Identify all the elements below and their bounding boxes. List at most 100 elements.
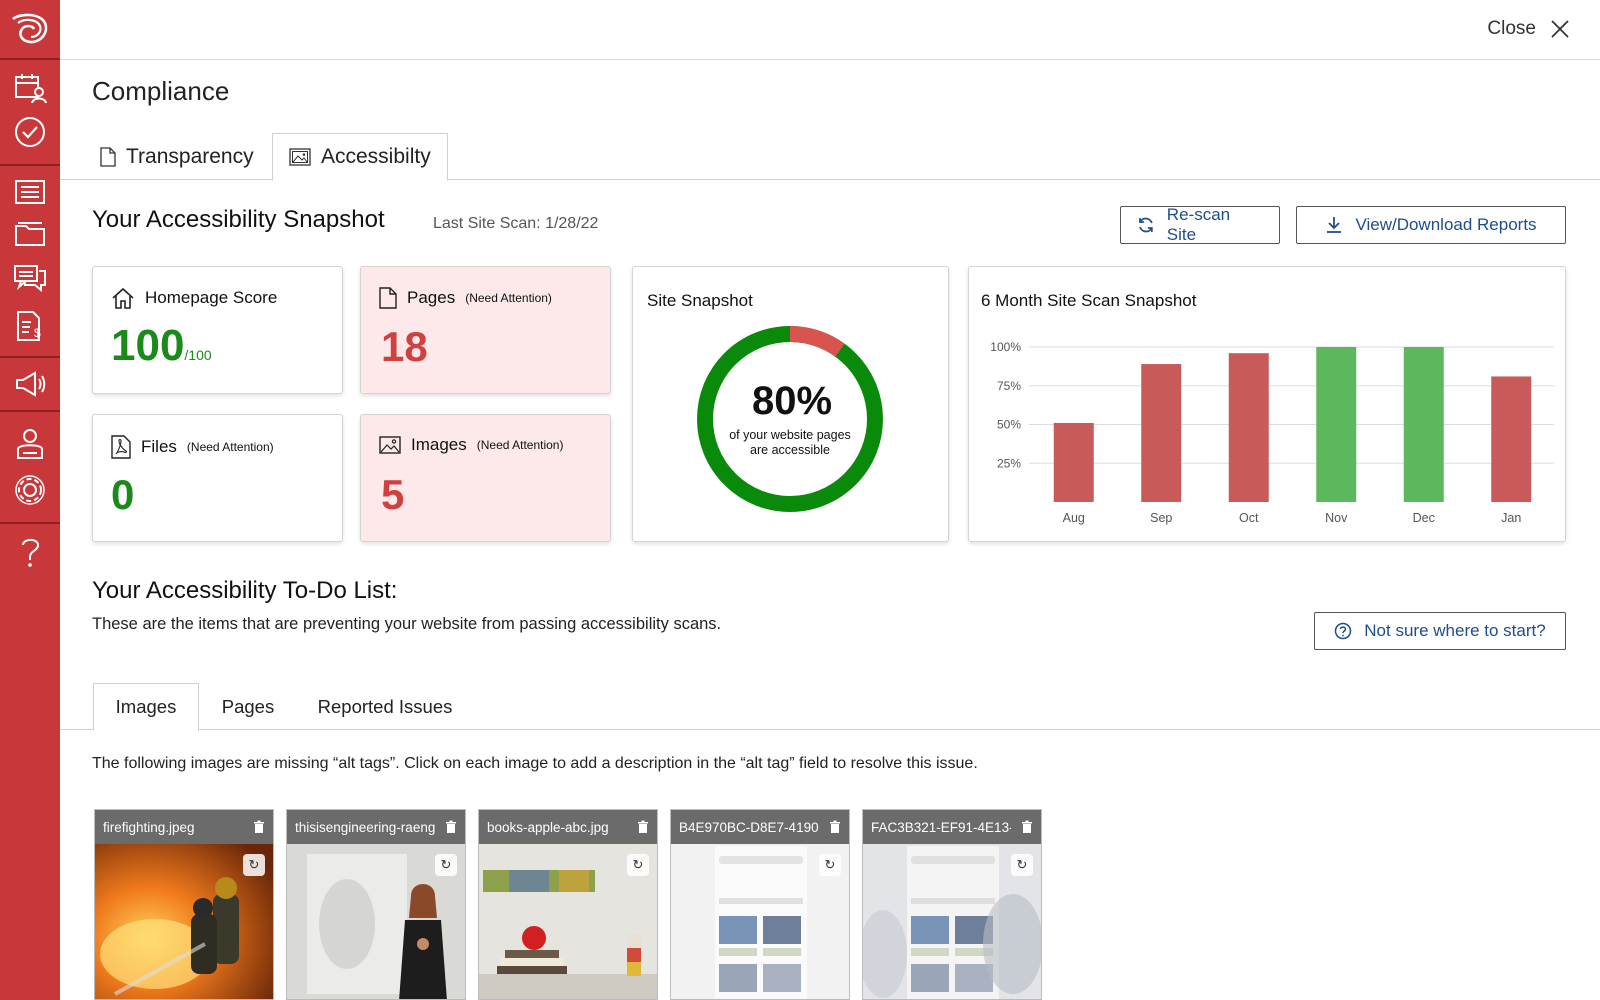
view-download-reports-button[interactable]: View/Download Reports (1296, 206, 1566, 244)
refresh-icon[interactable]: ↻ (627, 854, 649, 876)
files-card-header: Files (Need Attention) (111, 435, 274, 459)
x-tick-label: Dec (1413, 511, 1435, 525)
close-icon (1551, 20, 1569, 38)
image-icon (289, 148, 311, 166)
help-circle-icon (1335, 622, 1352, 640)
bar-dec[interactable] (1403, 347, 1444, 502)
donut-caption-1: of your website pages (729, 428, 851, 442)
todo-subtitle: These are the items that are preventing … (92, 615, 722, 633)
megaphone-icon[interactable] (0, 362, 60, 406)
bar-aug[interactable] (1053, 422, 1094, 502)
invoice-icon[interactable]: $ (0, 304, 60, 348)
six-month-chart-title: 6 Month Site Scan Snapshot (981, 291, 1197, 310)
donut-caption-2: are accessible (750, 443, 830, 457)
not-sure-where-to-start-button[interactable]: Not sure where to start? (1314, 612, 1566, 650)
image-tile[interactable]: thisisengineering-raeng... ↻ (286, 809, 466, 1000)
files-attention-card[interactable]: Files (Need Attention) 0 (92, 414, 343, 542)
close-button[interactable]: Close (1487, 18, 1570, 40)
images-card-label: Images (411, 435, 467, 454)
image-tile[interactable]: B4E970BC-D8E7-4190-... ↻ (670, 809, 850, 1000)
rescan-site-button[interactable]: Re-scan Site (1120, 205, 1280, 244)
bar-oct[interactable] (1228, 353, 1269, 502)
trash-icon[interactable] (829, 820, 841, 834)
todo-title: Your Accessibility To-Do List: (92, 577, 398, 604)
chat-icon[interactable] (0, 256, 60, 300)
help-question-icon[interactable] (0, 530, 60, 574)
x-tick-label: Oct (1239, 511, 1259, 525)
trash-icon[interactable] (1021, 820, 1033, 834)
sidebar-divider (0, 356, 60, 358)
image-tile[interactable]: books-apple-abc.jpg ↻ (478, 809, 658, 1000)
refresh-icon[interactable]: ↻ (435, 854, 457, 876)
picture-icon (379, 436, 401, 454)
sidebar-divider (0, 164, 60, 166)
rescan-label: Re-scan Site (1166, 205, 1231, 244)
sidebar-divider (0, 410, 60, 412)
bar-jan[interactable] (1491, 376, 1532, 502)
trash-icon[interactable] (637, 820, 649, 834)
sidebar: $ (0, 0, 60, 1000)
firefighting-thumbnail (95, 844, 273, 999)
y-tick-label: 75% (997, 379, 1021, 393)
folder-icon[interactable] (0, 212, 60, 256)
close-label: Close (1487, 18, 1536, 39)
y-tick-label: 50% (997, 418, 1021, 432)
pages-attention-card[interactable]: Pages (Need Attention) 18 (360, 266, 611, 394)
pdf-file-icon (111, 435, 131, 459)
home-icon (112, 287, 134, 309)
newspaper-icon[interactable] (0, 170, 60, 214)
sidebar-divider (0, 522, 60, 524)
trash-icon[interactable] (445, 820, 457, 834)
site-snapshot-donut: 80% of your website pages are accessible (697, 326, 883, 512)
six-month-bar-chart: 25% 50% 75% 100% Aug Sep Oct Nov Dec Jan (990, 340, 1554, 525)
donut-not-accessible-segment (697, 326, 883, 512)
six-month-scan-card: 6 Month Site Scan Snapshot 25% 50% 75% 100%… (968, 266, 1566, 542)
tab-images[interactable]: Images (93, 683, 199, 731)
tab-transparency[interactable]: Transparency (100, 133, 254, 180)
bar-nov[interactable] (1316, 347, 1357, 502)
y-tick-label: 100% (990, 340, 1021, 354)
user-icon[interactable] (0, 422, 60, 466)
trash-icon[interactable] (253, 820, 265, 834)
snapshot-title: Your Accessibility Snapshot (92, 206, 385, 233)
image-filename: books-apple-abc.jpg (487, 819, 609, 835)
image-tile-header: FAC3B321-EF91-4E13-8... (863, 810, 1041, 844)
todo-tabs: Images Pages Reported Issues (60, 683, 1600, 731)
pages-card-note: (Need Attention) (465, 291, 552, 305)
refresh-icon[interactable]: ↻ (819, 854, 841, 876)
image-tile-header: firefighting.jpeg (95, 810, 273, 844)
homepage-score-header: Homepage Score (111, 287, 277, 309)
gear-icon[interactable] (0, 468, 60, 512)
page-icon (379, 287, 397, 309)
calendar-user-icon[interactable] (0, 66, 60, 110)
bar-sep[interactable] (1141, 364, 1182, 502)
tab-pages[interactable]: Pages (221, 695, 275, 717)
pages-card-label: Pages (407, 288, 456, 307)
refresh-icon[interactable]: ↻ (243, 854, 265, 876)
image-tile-header: books-apple-abc.jpg (479, 810, 657, 844)
missing-alt-tags-text: The following images are missing “alt ta… (92, 755, 978, 772)
homepage-score-max: /100 (184, 347, 212, 363)
files-card-note: (Need Attention) (186, 440, 274, 454)
refresh-icon[interactable]: ↻ (1011, 854, 1033, 876)
engineering-thumbnail (287, 844, 465, 999)
images-attention-count: 5 (381, 471, 405, 518)
images-attention-card[interactable]: Images (Need Attention) 5 (360, 414, 611, 542)
refresh-icon (1139, 217, 1153, 233)
homepage-score-number: 100 (111, 321, 185, 370)
image-tile[interactable]: firefighting.jpeg ↻ (94, 809, 274, 1000)
brand-logo[interactable] (0, 0, 60, 58)
tab-accessibility-label: Accessibilty (321, 145, 431, 168)
x-tick-label: Nov (1325, 511, 1348, 525)
image-tile-header: thisisengineering-raeng... (287, 810, 465, 844)
books-apple-thumbnail (479, 844, 657, 999)
tab-accessibility[interactable]: Accessibilty (272, 133, 448, 181)
svg-text:$: $ (34, 326, 41, 340)
tab-reported-issues[interactable]: Reported Issues (317, 695, 453, 717)
image-filename: thisisengineering-raeng... (295, 819, 435, 835)
image-tile[interactable]: FAC3B321-EF91-4E13-8... ↻ (862, 809, 1042, 1000)
homepage-score-card[interactable]: Homepage Score 100/100 (92, 266, 343, 394)
site-snapshot-title: Site Snapshot (647, 291, 753, 310)
images-card-header: Images (Need Attention) (379, 435, 563, 455)
check-circle-icon[interactable] (0, 110, 60, 154)
